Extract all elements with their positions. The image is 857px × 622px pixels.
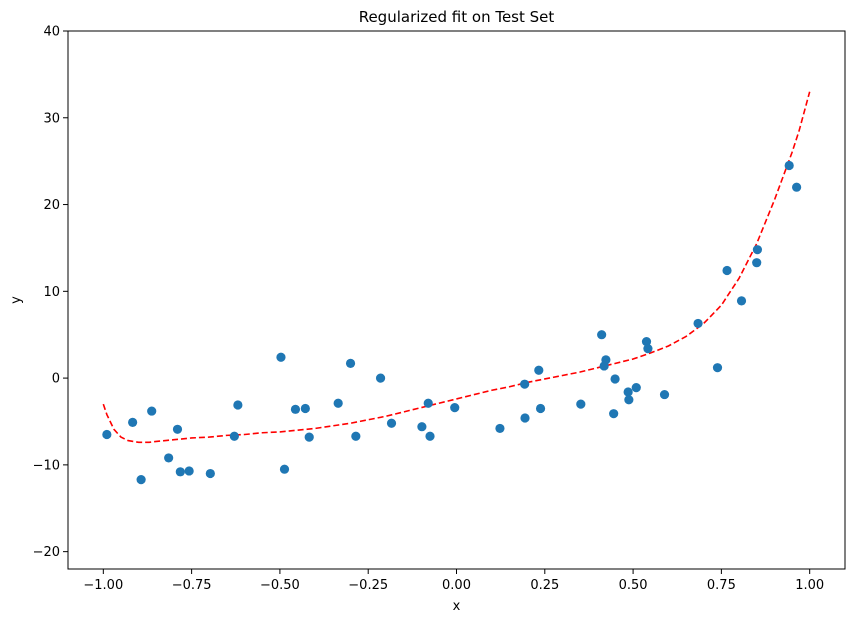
data-point xyxy=(425,431,435,441)
y-tick-label: 40 xyxy=(43,25,60,40)
data-point xyxy=(601,355,611,365)
x-axis-label: x xyxy=(453,599,461,614)
y-tick-label: 30 xyxy=(43,111,60,126)
data-point xyxy=(792,182,802,192)
data-point xyxy=(576,399,586,409)
x-tick-label: −1.00 xyxy=(83,578,123,593)
data-point xyxy=(423,398,433,408)
data-point xyxy=(276,352,286,362)
y-tick-label: −20 xyxy=(33,545,60,560)
data-point xyxy=(520,413,530,423)
data-point xyxy=(610,374,620,384)
data-point xyxy=(147,406,157,416)
data-point xyxy=(175,467,185,477)
x-tick-label: 0.25 xyxy=(530,578,559,593)
points-layer xyxy=(102,160,802,485)
data-point xyxy=(184,466,194,476)
data-point xyxy=(333,398,343,408)
data-point xyxy=(624,395,634,405)
data-point xyxy=(128,417,138,427)
data-point xyxy=(279,464,290,474)
axes-frame xyxy=(67,30,846,570)
data-point xyxy=(534,365,544,375)
data-point xyxy=(205,468,215,479)
data-point xyxy=(290,404,301,414)
y-tick-label: 0 xyxy=(52,372,60,387)
data-point xyxy=(659,389,670,400)
y-tick-label: 20 xyxy=(43,198,60,213)
data-point xyxy=(752,245,763,255)
y-axis-label: y xyxy=(9,296,24,304)
data-point xyxy=(722,265,732,276)
data-point xyxy=(643,343,653,354)
data-point xyxy=(233,400,243,410)
data-point xyxy=(784,160,794,171)
data-point xyxy=(417,422,427,432)
y-tick-label: −10 xyxy=(33,458,60,473)
data-point xyxy=(164,453,174,463)
data-point xyxy=(623,387,633,397)
data-point xyxy=(520,379,530,389)
x-tick-label: −0.50 xyxy=(260,578,300,593)
chart-title: Regularized fit on Test Set xyxy=(359,8,555,26)
x-tick-label: −0.75 xyxy=(172,578,212,593)
data-point xyxy=(597,330,607,340)
x-tick-label: 0.00 xyxy=(442,578,471,593)
data-point xyxy=(693,318,703,329)
data-point xyxy=(631,383,641,393)
fit-layer xyxy=(102,91,811,444)
data-point xyxy=(229,431,239,441)
fit-line xyxy=(102,91,811,444)
data-point xyxy=(345,358,356,368)
data-point xyxy=(300,403,310,414)
data-point xyxy=(386,418,397,428)
x-tick-label: 0.75 xyxy=(707,578,736,593)
y-tick-label: 10 xyxy=(43,285,60,300)
data-point xyxy=(736,296,747,306)
data-point xyxy=(450,403,460,413)
data-point xyxy=(172,424,183,434)
x-tick-label: −0.25 xyxy=(348,578,388,593)
data-point xyxy=(535,403,546,414)
data-point xyxy=(495,423,505,434)
x-tick-label: 1.00 xyxy=(795,578,824,593)
x-axis: −1.00 −0.75 −0.50 −0.25 0.00 0.25 0.50 0.75 1.00 xyxy=(83,569,824,593)
data-point xyxy=(351,431,361,441)
data-point xyxy=(136,475,146,485)
data-point xyxy=(375,373,386,383)
data-point xyxy=(609,409,619,419)
data-point xyxy=(304,432,314,442)
data-point xyxy=(712,363,723,373)
data-point xyxy=(752,258,762,268)
x-tick-label: 0.50 xyxy=(619,578,648,593)
data-point xyxy=(641,337,652,347)
y-axis: −20 −10 0 10 20 30 40 xyxy=(33,25,68,560)
data-point xyxy=(102,429,112,440)
